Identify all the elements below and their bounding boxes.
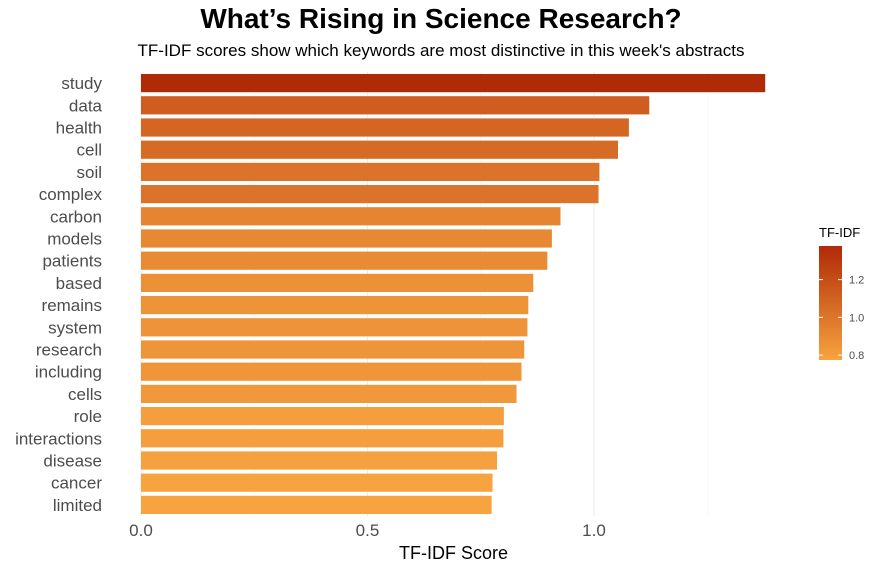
legend-colorbar: [819, 246, 842, 360]
y-tick-label: cell: [76, 141, 102, 160]
gridlines: [140, 72, 708, 516]
y-tick-label: cells: [68, 385, 102, 404]
bar-research: [141, 340, 525, 359]
bar-patients: [141, 251, 548, 270]
bar-limited: [141, 495, 492, 515]
y-tick-label: disease: [43, 452, 102, 471]
bar-study: [141, 73, 766, 93]
legend-title: TF-IDF: [819, 225, 861, 240]
y-tick-label: research: [36, 341, 102, 360]
y-tick-label: data: [69, 96, 103, 115]
bar-cells: [141, 384, 517, 404]
y-tick-label: based: [56, 274, 102, 293]
bar-remains: [141, 295, 529, 315]
color-legend: 0.8 1.0 1.2: [819, 246, 864, 362]
y-tick-label: system: [48, 318, 102, 337]
y-tick-label: carbon: [50, 207, 102, 226]
y-tick-label: soil: [76, 163, 102, 182]
bar-complex: [141, 184, 599, 204]
bar-based: [141, 273, 534, 293]
x-axis-label: TF-IDF Score: [398, 543, 508, 563]
legend-tick-label: 0.8: [849, 350, 864, 362]
y-tick-label: cancer: [51, 474, 102, 493]
y-tick-label: including: [35, 363, 102, 382]
y-tick-label: remains: [42, 296, 102, 315]
x-tick-label: 0.5: [356, 521, 380, 540]
bar-cancer: [141, 473, 493, 492]
bar-soil: [141, 162, 600, 182]
bar-system: [141, 318, 528, 337]
chart-subtitle: TF-IDF scores show which keywords are mo…: [137, 41, 745, 60]
y-tick-label: study: [61, 74, 102, 93]
y-tick-labels: study data health cell soil complex carbon mode…: [15, 74, 102, 515]
y-tick-label: interactions: [15, 429, 102, 448]
y-tick-label: role: [74, 407, 102, 426]
bar-models: [141, 229, 552, 248]
y-tick-label: patients: [42, 252, 102, 271]
legend-tick-label: 1.2: [849, 275, 864, 287]
y-tick-label: models: [47, 230, 102, 249]
x-tick-label: 0.0: [129, 521, 153, 540]
bar-role: [141, 406, 504, 426]
bars: [141, 73, 766, 515]
y-tick-label: complex: [39, 185, 103, 204]
bar-data: [141, 96, 650, 115]
bar-including: [141, 362, 522, 381]
bar-health: [141, 118, 629, 137]
bar-disease: [141, 451, 498, 470]
y-tick-label: health: [56, 119, 102, 138]
bar-interactions: [141, 429, 504, 448]
chart-title: What’s Rising in Science Research?: [200, 3, 682, 34]
legend-tick-label: 1.0: [849, 312, 864, 324]
y-tick-label: limited: [53, 496, 102, 515]
x-tick-labels: 0.0 0.5 1.0: [129, 521, 606, 540]
x-tick-label: 1.0: [582, 521, 606, 540]
bar-cell: [141, 140, 619, 159]
bar-carbon: [141, 207, 561, 226]
